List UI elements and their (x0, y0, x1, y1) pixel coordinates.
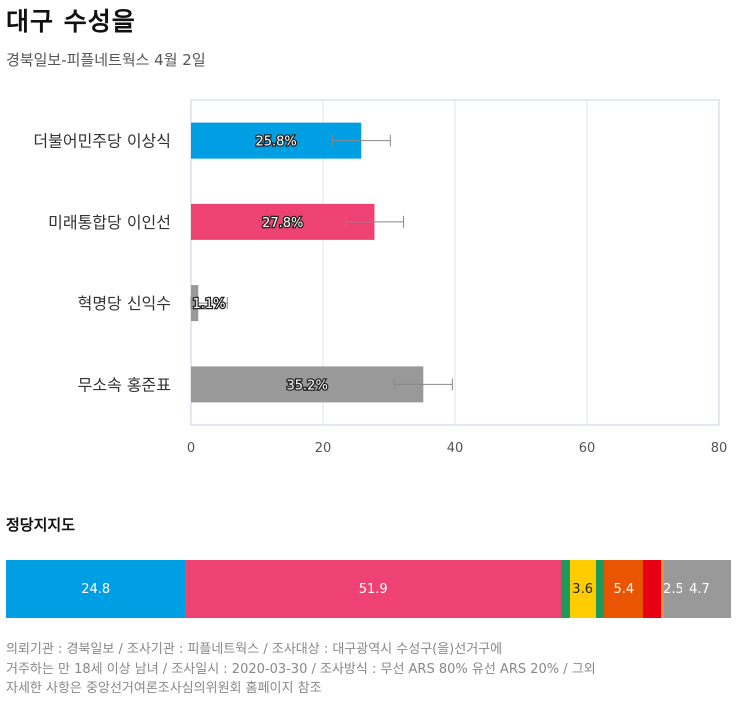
chart-title: 대구 수성을 (6, 7, 136, 36)
data-label: 35.2% (287, 378, 328, 393)
x-tick-label: 0 (187, 441, 195, 456)
party-segment-label: 4.7 (689, 581, 710, 597)
category-label: 무소속 홍준표 (78, 375, 171, 394)
party-segment: 4.7 (682, 560, 717, 618)
party-segment-label: 2.5 (663, 581, 684, 597)
category-label: 혁명당 신익수 (78, 294, 171, 313)
footnote-line: 자세한 사항은 중앙선거여론조사심의위원회 홈페이지 참조 (6, 681, 322, 696)
party-segment: 5.4 (604, 560, 644, 618)
footnote-line: 의뢰기관 : 경북일보 / 조사기관 : 피플네트웍스 / 조사대상 : 대구광… (6, 642, 503, 657)
party-segment (716, 560, 731, 618)
data-label: 1.1% (192, 297, 225, 312)
category-label: 더불어민주당 이상식 (33, 132, 171, 151)
bar (191, 203, 375, 240)
party-segment: 51.9 (185, 560, 561, 618)
party-segment: 3.6 (569, 560, 596, 618)
bar (191, 366, 424, 403)
party-segment (560, 560, 570, 618)
party-segment-label: 5.4 (613, 581, 635, 597)
party-segment (595, 560, 605, 618)
party-segment-label: 51.9 (358, 581, 388, 597)
candidate-bar-chart: 0 20 40 60 80 더불어민주당 이상식 25.8% 미래통합당 이인선 27.8% 혁명… (33, 99, 728, 456)
x-tick-label: 60 (579, 441, 596, 456)
party-segment-label: 3.6 (572, 581, 593, 597)
chart-subtitle: 경북일보-피플네트웍스 4월 2일 (6, 51, 206, 69)
party-segment (660, 560, 665, 618)
survey-footnote: 의뢰기관 : 경북일보 / 조사기관 : 피플네트웍스 / 조사대상 : 대구광… (6, 640, 596, 699)
x-tick-label: 80 (711, 441, 728, 456)
party-support-stacked-bar: 24.8 51.9 3.6 5.4 2.5 4.7 (6, 560, 731, 618)
data-label: 27.8% (262, 216, 303, 231)
party-segment (643, 560, 661, 618)
data-label: 25.8% (255, 135, 296, 150)
party-segment: 24.8 (6, 560, 186, 618)
x-tick-label: 20 (315, 441, 332, 456)
x-tick-label: 40 (447, 441, 464, 456)
party-support-title: 정당지지도 (6, 516, 76, 534)
party-segment-label: 24.8 (81, 581, 111, 597)
category-label: 미래통합당 이인선 (48, 213, 171, 232)
footnote-line: 거주하는 만 18세 이상 남녀 / 조사일시 : 2020-03-30 / 조… (6, 661, 596, 677)
party-segment: 2.5 (663, 560, 684, 618)
